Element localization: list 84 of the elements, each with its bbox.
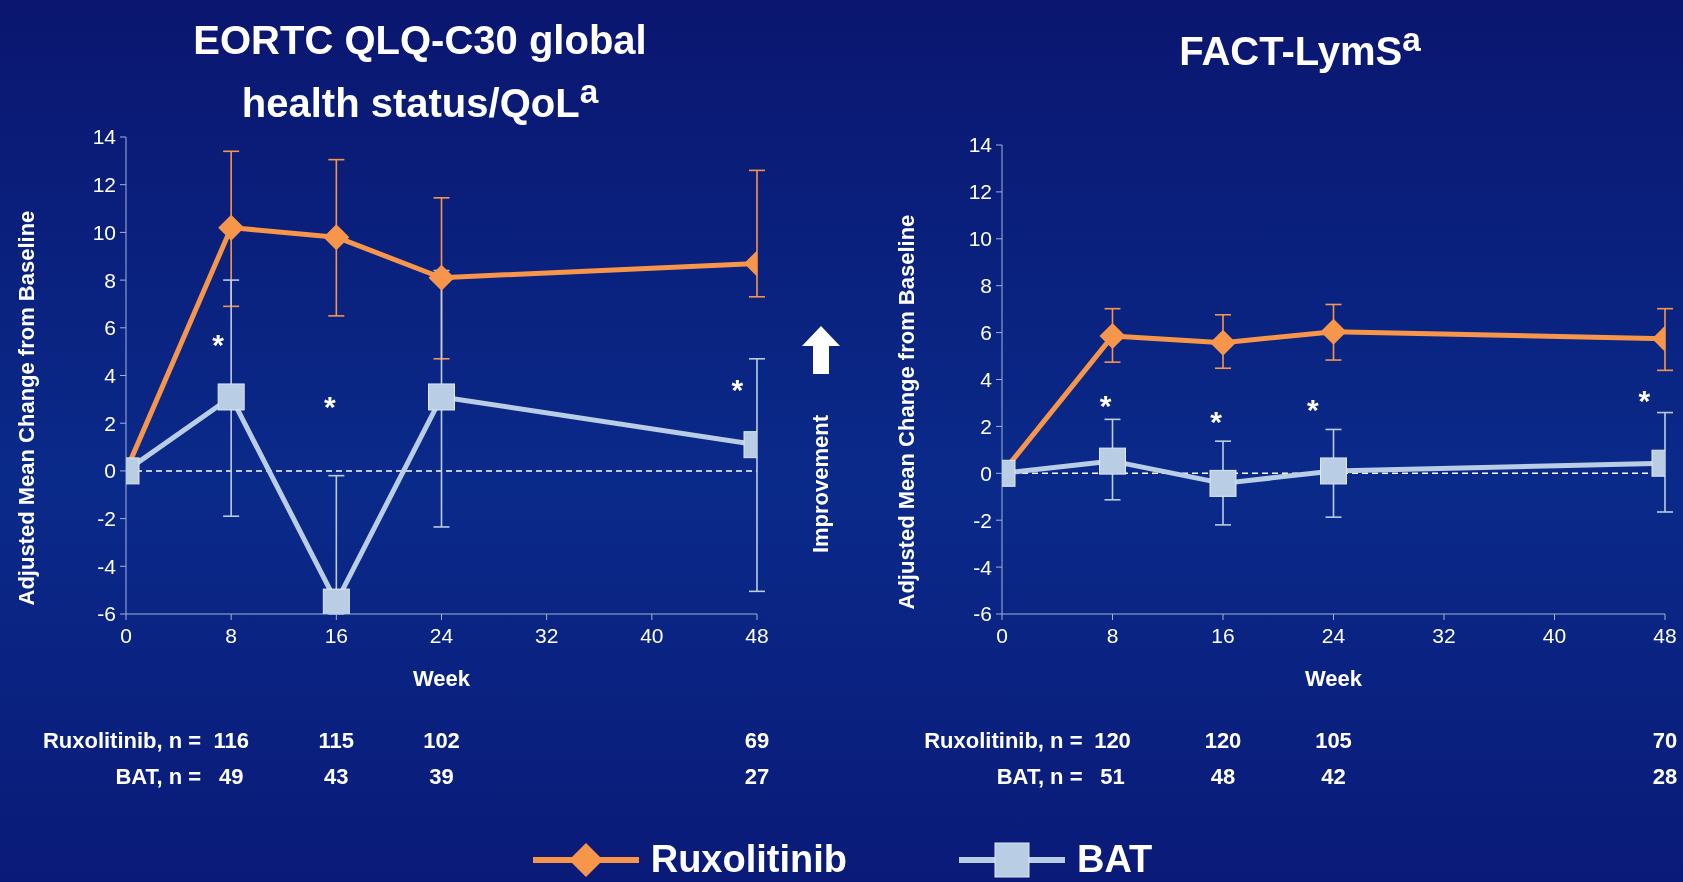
x-tick-label: 48 (1653, 623, 1677, 647)
y-tick-label: 10 (968, 227, 992, 251)
point (1320, 457, 1347, 485)
point (322, 588, 350, 614)
point (218, 214, 245, 241)
text: 43 (323, 764, 350, 790)
y-tick-label: 0 (104, 459, 116, 483)
y-tick-label: 2 (104, 411, 116, 435)
y-tick-label: 10 (92, 220, 116, 244)
annotation: * (1099, 388, 1112, 422)
x-tick-label: 24 (429, 623, 454, 647)
text: 120 (1093, 728, 1132, 754)
y-axis-title: Adjusted Mean Change from Baseline (893, 214, 919, 610)
point (1210, 329, 1236, 356)
y-tick-label: -4 (973, 555, 993, 579)
y-tick-label: 2 (980, 414, 992, 438)
point (1209, 469, 1237, 497)
y-tick-label: -2 (973, 508, 992, 532)
y-tick-label: 6 (980, 321, 992, 345)
text: 115 (317, 728, 356, 754)
x-tick-label: 32 (1432, 623, 1456, 647)
point (1099, 447, 1126, 475)
legend-label: Ruxolitinib (650, 838, 848, 881)
x-axis-title: Week (412, 666, 471, 691)
y-tick-label: 0 (980, 461, 992, 485)
x-tick-label: 0 (996, 623, 1008, 647)
text: 28 (1651, 764, 1679, 790)
text: 69 (743, 728, 771, 754)
x-tick-label: 16 (324, 623, 349, 647)
x-axis-title: Week (1304, 666, 1363, 691)
x-tick-label: 8 (1106, 623, 1119, 647)
text: 102 (422, 728, 461, 754)
annotation: * (1306, 393, 1319, 427)
y-tick-label: 14 (92, 125, 117, 149)
y-tick-label: 12 (968, 180, 992, 204)
text: 105 (1314, 728, 1353, 754)
y-tick-label: 8 (104, 268, 116, 292)
y-tick-label: 14 (968, 133, 993, 157)
text: BAT, n = (996, 764, 1083, 790)
y-tick-label: -6 (97, 602, 116, 626)
x-tick-label: 24 (1321, 623, 1346, 647)
annotation: * (212, 327, 225, 361)
chart-title: FACT-LymS$^{a}$ (1178, 20, 1422, 76)
x-tick-label: 16 (1211, 623, 1235, 647)
legend-label: BAT (1077, 838, 1153, 881)
point (428, 264, 455, 291)
text: Ruxolitinib, n = (924, 728, 1083, 754)
text: 51 (1099, 764, 1126, 790)
text: Improvement (808, 414, 834, 554)
text: BAT, n = (115, 764, 202, 790)
y-tick-label: 12 (92, 173, 116, 197)
y-tick-label: 4 (980, 367, 993, 391)
annotation: * (1638, 383, 1651, 417)
x-tick-label: 40 (640, 623, 664, 647)
x-tick-label: 48 (745, 623, 769, 647)
annotation: * (323, 389, 336, 423)
text: 120 (1203, 728, 1243, 754)
point (217, 383, 245, 411)
text: 27 (743, 764, 771, 790)
chart-title: EORTC QLQ-C30 global health status/QoL$^{a}$ (192, 17, 648, 128)
point (428, 383, 455, 411)
annotation: * (1210, 404, 1223, 438)
text: 39 (428, 764, 455, 790)
text: 42 (1320, 764, 1347, 790)
y-axis-title: Adjusted Mean Change from Baseline (13, 210, 39, 606)
x-tick-label: 32 (534, 623, 559, 647)
point (1099, 323, 1126, 350)
text: 49 (217, 764, 245, 790)
text: 116 (212, 728, 250, 754)
text: Ruxolitinib, n = (42, 728, 202, 754)
text: 70 (1651, 728, 1679, 754)
x-tick-label: 40 (1542, 623, 1567, 647)
y-tick-label: -6 (973, 602, 992, 626)
y-tick-label: 8 (980, 274, 992, 298)
x-tick-label: 0 (120, 623, 132, 647)
point (323, 224, 350, 251)
annotation: * (731, 373, 744, 407)
point (1320, 318, 1347, 345)
y-tick-label: -4 (97, 554, 117, 578)
y-tick-label: 4 (104, 363, 117, 387)
text: 48 (1209, 764, 1237, 790)
y-tick-label: -2 (97, 507, 116, 531)
y-tick-label: 6 (104, 316, 116, 340)
x-tick-label: 8 (225, 623, 238, 647)
